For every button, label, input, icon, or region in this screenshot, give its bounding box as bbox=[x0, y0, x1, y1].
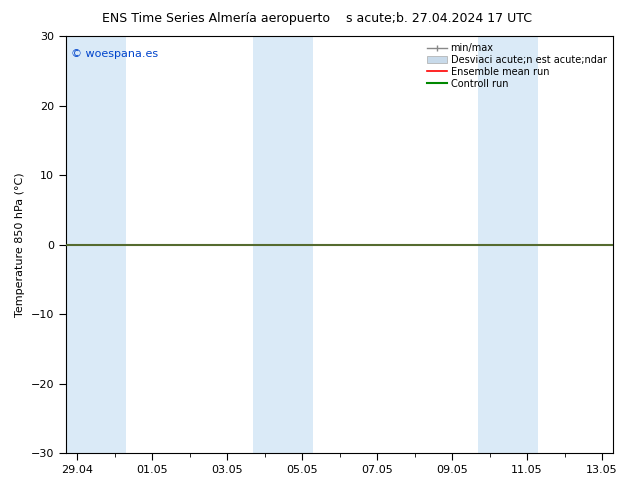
Legend: min/max, Desviaci acute;n est acute;ndar, Ensemble mean run, Controll run: min/max, Desviaci acute;n est acute;ndar… bbox=[424, 39, 611, 93]
Bar bbox=[66, 36, 126, 453]
Y-axis label: Temperature 850 hPa (°C): Temperature 850 hPa (°C) bbox=[15, 172, 25, 317]
Text: © woespana.es: © woespana.es bbox=[72, 49, 158, 59]
Bar bbox=[478, 36, 538, 453]
Text: ENS Time Series Almería aeropuerto    s acute;b. 27.04.2024 17 UTC: ENS Time Series Almería aeropuerto s acu… bbox=[102, 12, 532, 25]
Bar bbox=[254, 36, 313, 453]
